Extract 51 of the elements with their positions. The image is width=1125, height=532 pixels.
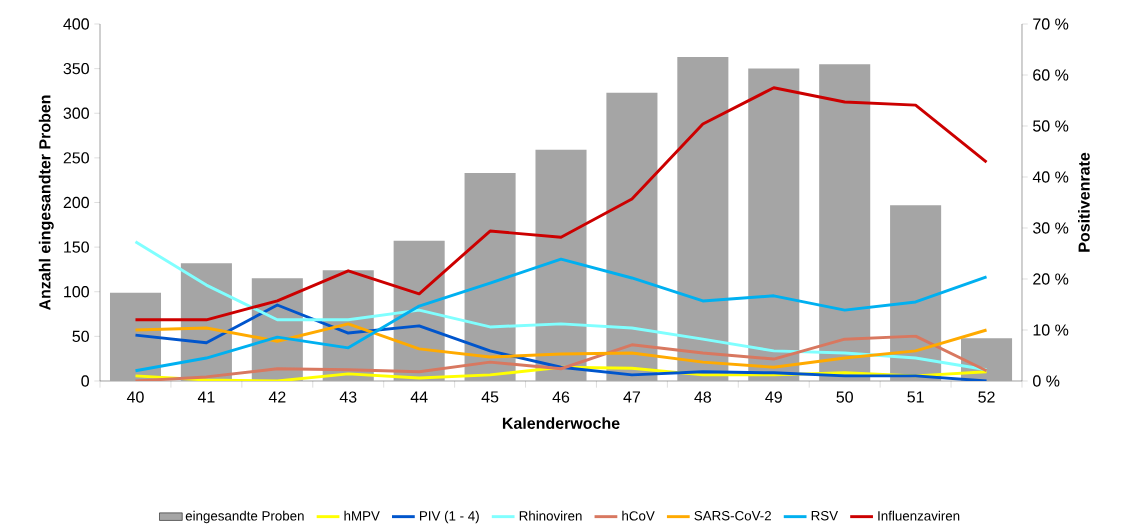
y2-tick-label: 60 % bbox=[1033, 69, 1069, 81]
legend-label: Influenzaviren bbox=[878, 510, 960, 521]
y-tick-label: 150 bbox=[64, 241, 89, 253]
x-tick-label: 45 bbox=[481, 391, 499, 403]
x-tick-label: 41 bbox=[197, 391, 215, 403]
bar bbox=[819, 64, 871, 381]
y2-tick-label: 50 % bbox=[1033, 120, 1069, 132]
x-tick-label: 51 bbox=[907, 391, 924, 403]
x-tick-label: 43 bbox=[339, 391, 357, 403]
y-tick-label: 300 bbox=[63, 107, 89, 119]
line-series bbox=[134, 303, 989, 381]
legend-label: PIV (1 - 4) bbox=[419, 510, 479, 524]
legend-label: Rhinoviren bbox=[519, 510, 582, 521]
y-tick-label: 50 bbox=[72, 330, 89, 343]
bar bbox=[606, 92, 658, 381]
x-tick-label: 44 bbox=[410, 391, 428, 403]
bar bbox=[677, 57, 729, 381]
y2-tick-label: 10 % bbox=[1033, 324, 1069, 336]
y-tick-label: 400 bbox=[63, 18, 89, 30]
legend-label: eingesandte Proben bbox=[185, 510, 304, 524]
x-tick-label: 46 bbox=[552, 391, 570, 403]
y-axis-title: Anzahl eingesandter Proben bbox=[38, 95, 54, 311]
legend-label: hCoV bbox=[622, 510, 655, 521]
x-tick-label: 52 bbox=[978, 391, 995, 403]
x-tick-label: 49 bbox=[765, 391, 782, 403]
x-tick-label: 42 bbox=[268, 391, 286, 403]
y-tick-label: 100 bbox=[64, 286, 89, 298]
x-tick-label: 50 bbox=[836, 391, 853, 403]
bar bbox=[748, 68, 800, 381]
y2-tick-label: 20 % bbox=[1033, 273, 1069, 285]
y2-tick-label: 30 % bbox=[1033, 222, 1069, 234]
legend-label: SARS-CoV-2 bbox=[694, 511, 771, 521]
line-series bbox=[134, 334, 989, 381]
y-tick-label: 0 bbox=[81, 375, 89, 387]
y2-tick-label: 0 % bbox=[1033, 375, 1060, 387]
legend-label: hMPV bbox=[344, 510, 380, 521]
bar bbox=[890, 205, 942, 381]
x-tick-label: 47 bbox=[623, 391, 641, 403]
bar bbox=[535, 149, 587, 381]
y-tick-label: 350 bbox=[63, 62, 89, 75]
line-series bbox=[134, 322, 989, 369]
legend-label: RSV bbox=[811, 511, 839, 521]
x-tick-label: 40 bbox=[126, 391, 144, 403]
y-tick-label: 250 bbox=[63, 152, 89, 164]
y2-tick-label: 70 % bbox=[1033, 18, 1069, 30]
x-tick-label: 48 bbox=[694, 391, 712, 403]
x-axis-title: Kalenderwoche bbox=[502, 417, 620, 429]
y2-axis-title: Positivenrate bbox=[1078, 152, 1090, 252]
y-tick-label: 200 bbox=[63, 196, 89, 209]
line-series bbox=[134, 86, 989, 322]
y2-tick-label: 40 % bbox=[1032, 171, 1069, 183]
